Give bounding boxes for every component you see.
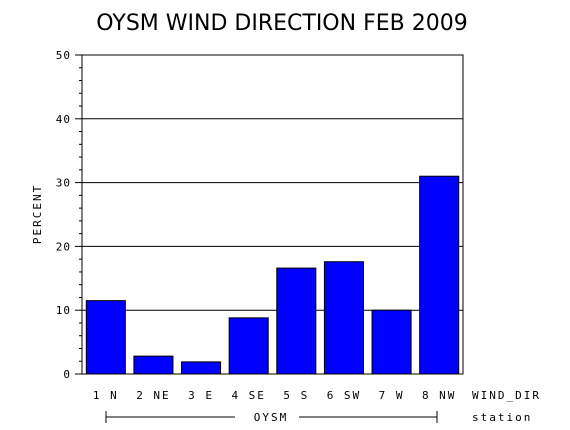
bar-2-ne xyxy=(133,355,174,375)
bar-4-se xyxy=(228,317,269,375)
x-tick-label: 6 SW xyxy=(327,389,362,402)
y-tick-label: 50 xyxy=(56,49,71,62)
y-tick-label: 30 xyxy=(56,177,71,190)
chart-title: OYSM WIND DIRECTION FEB 2009 xyxy=(96,11,467,36)
group-name: OYSM xyxy=(254,411,289,424)
y-tick-label: 20 xyxy=(56,240,71,253)
y-tick-label: 10 xyxy=(56,304,71,317)
x-axis-label: WIND_DIR xyxy=(472,389,541,402)
y-axis-label: PERCENT xyxy=(31,184,44,244)
y-tick-label: 0 xyxy=(63,368,71,381)
plot-frame xyxy=(81,54,464,375)
x-tick-label: 1 N xyxy=(93,389,119,402)
x-tick-label: 3 E xyxy=(188,389,214,402)
bar-5-s xyxy=(276,267,317,375)
y-ticks: 0 10 20 30 40 50 xyxy=(56,49,82,381)
bar-6-sw xyxy=(323,261,364,375)
y-tick-label: 40 xyxy=(56,113,71,126)
bar-3-e xyxy=(181,361,222,375)
bar-7-w xyxy=(371,309,412,375)
x-tick-label: 4 SE xyxy=(231,389,266,402)
x-tick-label: 7 W xyxy=(379,389,405,402)
bar-8-nw xyxy=(419,175,460,375)
bars xyxy=(85,175,460,375)
x-tick-label: 8 NW xyxy=(422,389,457,402)
x-tick-label: 5 S xyxy=(283,389,309,402)
gridlines xyxy=(82,118,463,311)
group-axis-label: station xyxy=(472,411,532,424)
x-tick-labels: 1 N 2 NE 3 E 4 SE 5 S 6 SW 7 W 8 NW xyxy=(93,389,457,402)
x-tick-label: 2 NE xyxy=(136,389,171,402)
bar-1-n xyxy=(85,300,126,375)
